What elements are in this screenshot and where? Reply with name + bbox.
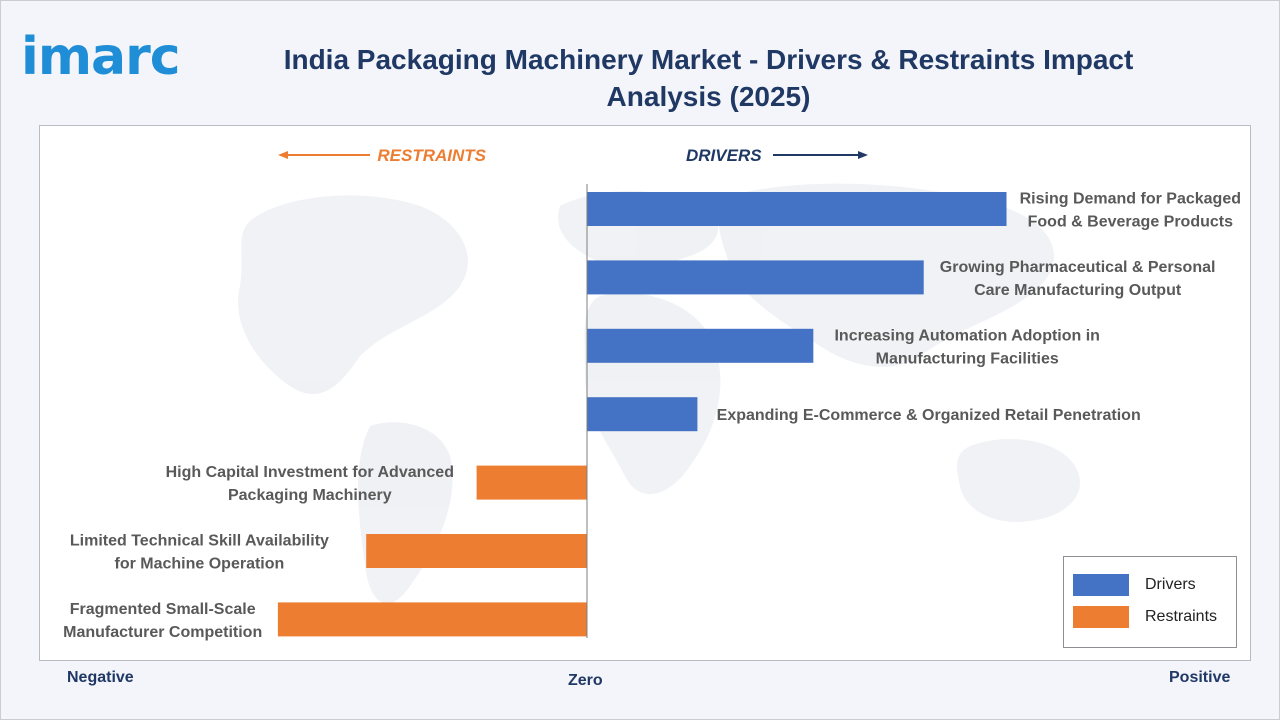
restraint-label-6: Limited Technical Skill Availability for … — [70, 533, 329, 573]
world-map-watermark — [238, 183, 1080, 604]
axis-label-negative: Negative — [67, 669, 134, 686]
restraint-bar-7 — [277, 602, 587, 637]
direction-arrows: RESTRAINTS DRIVERS — [278, 146, 868, 165]
axis-label-positive: Positive — [1169, 669, 1231, 686]
driver-label-1: Rising Demand for Packaged Food & Beverag… — [1020, 191, 1241, 231]
legend-item-drivers: Drivers — [1073, 573, 1196, 597]
bars-layer — [277, 192, 1007, 637]
restraint-bar-6 — [366, 534, 587, 568]
driver-bar-1 — [587, 192, 1007, 226]
restraints-direction-label: RESTRAINTS — [377, 146, 486, 165]
restraint-label-7: Fragmented Small-Scale Manufacturer Compe… — [63, 601, 262, 641]
legend-label-restraints: Restraints — [1145, 608, 1218, 625]
driver-bar-3 — [587, 328, 814, 363]
restraint-bar-5 — [476, 465, 587, 500]
imarc-logo: imarc — [21, 27, 181, 87]
legend-swatch-drivers — [1073, 574, 1129, 596]
legend-label-drivers: Drivers — [1145, 576, 1196, 593]
legend-swatch-restraints — [1073, 606, 1129, 628]
legend-item-restraints: Restraints — [1073, 605, 1217, 629]
drivers-arrowhead — [858, 151, 868, 159]
axis-label-zero: Zero — [568, 672, 603, 689]
plot-area: RESTRAINTS DRIVERS Rising Demand for Pack… — [39, 125, 1251, 661]
driver-label-3: Increasing Automation Adoption in Manufac… — [834, 327, 1099, 367]
chart-svg: RESTRAINTS DRIVERS Rising Demand for Pack… — [63, 146, 1241, 641]
chart-title: India Packaging Machinery Market - Drive… — [283, 44, 1134, 112]
drivers-direction-label: DRIVERS — [686, 146, 762, 165]
restraints-arrowhead — [278, 151, 288, 159]
driver-bar-4 — [587, 397, 698, 432]
restraint-label-5: High Capital Investment for Advanced Pack… — [166, 464, 454, 504]
labels-layer: Rising Demand for Packaged Food & Beverag… — [63, 191, 1241, 641]
driver-bar-2 — [587, 260, 924, 295]
legend: Drivers Restraints — [1063, 556, 1237, 648]
driver-label-4: Expanding E-Commerce & Organized Retail … — [717, 407, 1141, 424]
driver-label-2: Growing Pharmaceutical & Personal Care Ma… — [940, 259, 1216, 299]
